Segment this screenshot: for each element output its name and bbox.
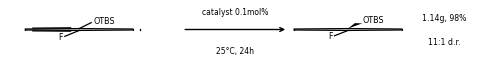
- Text: 1.14g, 98%: 1.14g, 98%: [422, 14, 466, 23]
- Text: F: F: [328, 32, 333, 41]
- Text: catalyst 0.1mol%: catalyst 0.1mol%: [202, 7, 268, 17]
- Text: OTBS: OTBS: [362, 16, 384, 25]
- Polygon shape: [348, 23, 362, 29]
- Text: F: F: [58, 33, 62, 42]
- Text: 25°C, 24h: 25°C, 24h: [216, 47, 254, 56]
- Text: 11:1 d.r.: 11:1 d.r.: [428, 38, 460, 47]
- Text: OTBS: OTBS: [94, 17, 115, 26]
